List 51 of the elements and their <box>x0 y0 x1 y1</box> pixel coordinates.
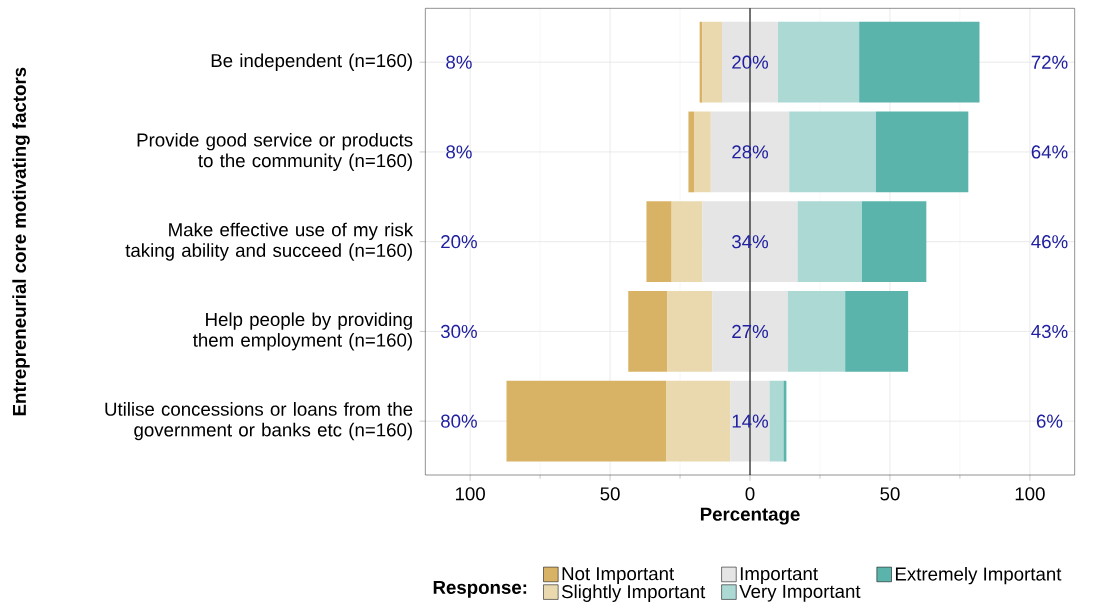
annotation: 46% <box>1031 234 1068 249</box>
y-tick-label: Provide good service or products to the community (n=160) <box>137 132 413 171</box>
annotation: 64% <box>1031 145 1068 159</box>
bar <box>769 380 784 462</box>
bar <box>777 21 860 103</box>
bar <box>710 111 790 193</box>
annotation: 43% <box>1031 324 1068 338</box>
legend-label: Slightly Important <box>561 584 706 602</box>
bar <box>667 290 713 372</box>
annotation: 8% <box>446 55 472 69</box>
x-tick-label: 100 <box>1015 487 1045 501</box>
y-axis-title: Entrepreneurial core motivating factors <box>12 67 30 416</box>
bar <box>702 21 723 103</box>
bar <box>859 21 980 103</box>
bar <box>702 201 798 282</box>
bar <box>666 380 731 462</box>
bar <box>628 290 668 372</box>
y-tick-label: Be independent (n=160) <box>211 53 412 71</box>
x-tick-label: 100 <box>455 487 485 501</box>
x-tick-label: 0 <box>745 487 755 501</box>
bar <box>712 290 788 372</box>
legend-label: Important <box>740 567 818 584</box>
bar <box>506 380 667 462</box>
bar <box>722 21 778 103</box>
legend-label: Extremely Important <box>895 566 1062 585</box>
bar <box>787 290 846 372</box>
annotation: 80% <box>441 414 477 428</box>
bar <box>875 111 969 193</box>
legend-label: Not Important <box>562 567 675 584</box>
bar <box>789 111 876 193</box>
x-axis-title: Percentage <box>700 507 800 525</box>
bar <box>688 111 695 193</box>
legend-label: Very Important <box>739 584 861 602</box>
y-tick-label: Utilise concessions or loans from the government or banks etc (n=160) <box>105 402 413 441</box>
bar <box>646 201 672 282</box>
bar <box>671 201 703 282</box>
bar <box>694 111 711 193</box>
bar <box>730 380 770 462</box>
annotation: 20% <box>441 234 477 249</box>
annotation: 8% <box>446 145 472 159</box>
y-tick-label: Make effective use of my risk taking ability and succeed (n=160) <box>125 222 414 261</box>
y-tick-label: Help people by providing them employment (n=160) <box>192 312 412 351</box>
bar <box>845 290 909 372</box>
annotation: 72% <box>1031 55 1068 69</box>
bar <box>797 201 862 282</box>
legend-title: Response: <box>433 580 527 598</box>
bar <box>861 201 927 282</box>
annotation: 30% <box>440 324 477 338</box>
x-tick-label: 50 <box>880 487 900 501</box>
annotation: 6% <box>1036 414 1063 428</box>
x-tick-label: 50 <box>600 487 620 501</box>
